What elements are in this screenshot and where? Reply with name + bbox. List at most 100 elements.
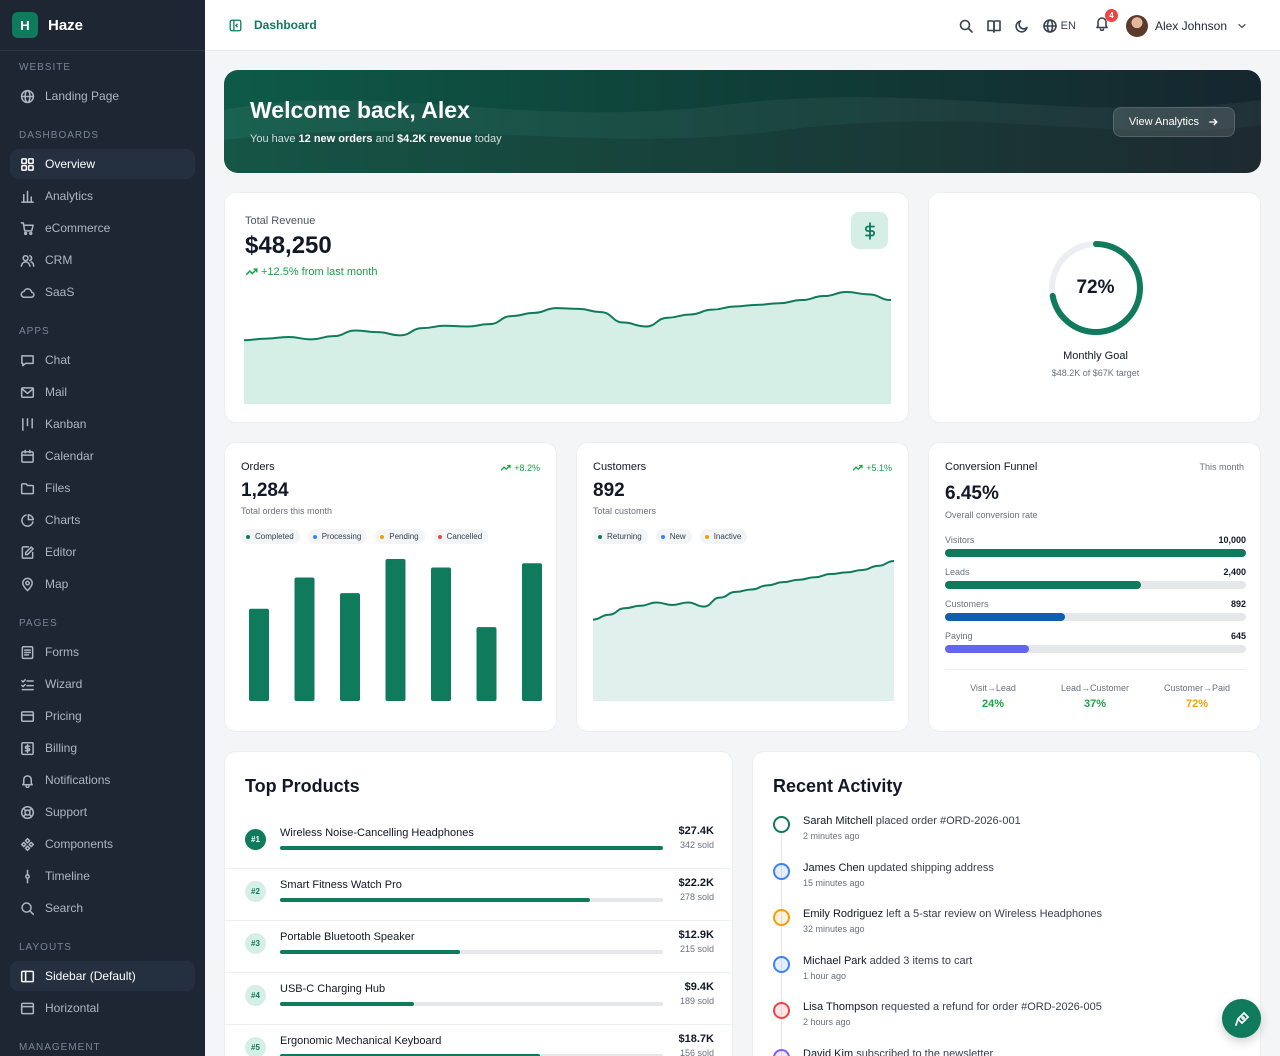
orders-bar[interactable] — [294, 577, 315, 701]
activity-action: left a 5-star review on Wireless Headpho… — [886, 908, 1102, 920]
sidebar-item-components[interactable]: Components — [10, 829, 195, 859]
funnel-stage-value: 10,000 — [1218, 535, 1246, 545]
sidebar-item-notifications[interactable]: Notifications — [10, 765, 195, 795]
legend-item[interactable]: New — [655, 529, 692, 544]
sidebar-item-pricing[interactable]: Pricing — [10, 701, 195, 731]
sidebar-item-label: Chat — [45, 353, 71, 367]
activity-text: David Kim subscribed to the newsletter — [803, 1048, 993, 1056]
funnel-track — [945, 549, 1246, 557]
orders-bar[interactable] — [476, 627, 497, 701]
sidebar-item-calendar[interactable]: Calendar — [10, 441, 195, 471]
search-icon[interactable] — [958, 18, 974, 34]
breadcrumb-current[interactable]: Dashboard — [254, 18, 317, 32]
product-row[interactable]: #5 Ergonomic Mechanical Keyboard $18.7K … — [225, 1025, 732, 1056]
sidebar-item-files[interactable]: Files — [10, 473, 195, 503]
book-icon[interactable] — [986, 18, 1002, 34]
moon-icon[interactable] — [1014, 18, 1030, 34]
funnel-stage-value: 2,400 — [1223, 567, 1246, 577]
legend-item[interactable]: Cancelled — [432, 529, 489, 544]
sidebar-item-sidebar-default[interactable]: Sidebar (Default) — [10, 961, 195, 991]
product-row[interactable]: #4 USB-C Charging Hub $9.4K 189 sold — [225, 973, 732, 1025]
avatar[interactable] — [1125, 14, 1148, 37]
sidebar-item-overview[interactable]: Overview — [10, 149, 195, 179]
sidebar-item-search[interactable]: Search — [10, 893, 195, 923]
sidebar-item-label: Mail — [45, 385, 68, 399]
notifications-button[interactable]: 4 — [1094, 9, 1118, 36]
sidebar-item-billing[interactable]: Billing — [10, 733, 195, 763]
brand[interactable]: H Haze — [0, 0, 205, 51]
sidebar-toggle-icon[interactable] — [229, 19, 242, 32]
activity-time: 32 minutes ago — [803, 924, 865, 934]
sidebar-item-analytics[interactable]: Analytics — [10, 181, 195, 211]
product-row[interactable]: #1 Wireless Noise-Cancelling Headphones … — [225, 817, 732, 869]
orders-bar[interactable] — [385, 559, 406, 701]
orders-bar[interactable] — [431, 567, 451, 701]
legend-item[interactable]: Returning — [593, 529, 648, 544]
view-analytics-label: View Analytics — [1128, 116, 1199, 128]
activity-text: Sarah Mitchell placed order #ORD-2026-00… — [803, 815, 1021, 827]
sidebar-item-ecommerce[interactable]: eCommerce — [10, 213, 195, 243]
sidebar-item-chat[interactable]: Chat — [10, 345, 195, 375]
dollar-icon — [864, 221, 875, 240]
sidebar-item-crm[interactable]: CRM — [10, 245, 195, 275]
funnel-row: Customers 892 — [945, 599, 1246, 621]
top-products-card: Top Products #1 Wireless Noise-Cancellin… — [224, 751, 733, 1056]
sidebar-item-wizard[interactable]: Wizard — [10, 669, 195, 699]
sidebar-item-editor[interactable]: Editor — [10, 537, 195, 567]
orders-legend: Completed Processing Pending Cancelled — [241, 529, 496, 544]
revenue-line — [244, 290, 891, 342]
product-progress-bar — [280, 1054, 541, 1056]
user-name[interactable]: Alex Johnson — [1154, 18, 1227, 33]
brand-name: Haze — [48, 16, 84, 34]
trending-up-icon — [852, 464, 863, 471]
product-row[interactable]: #2 Smart Fitness Watch Pro $22.2K 278 so… — [225, 869, 732, 921]
customers-value: 892 — [593, 480, 625, 501]
mail-icon — [20, 386, 35, 398]
edit-icon — [21, 545, 34, 559]
legend-item[interactable]: Inactive — [699, 529, 748, 544]
legend-dot — [380, 534, 385, 539]
sidebar-item-timeline[interactable]: Timeline — [10, 861, 195, 891]
activity-user: David Kim — [803, 1047, 854, 1056]
sidebar-item-landing-page[interactable]: Landing Page — [10, 81, 195, 111]
monthly-goal-card: 72% Monthly Goal $48.2K of $67K target — [928, 192, 1261, 423]
activity-text: Lisa Thompson requested a refund for ord… — [803, 1001, 1102, 1013]
ratio-label: Lead→Customer — [1060, 683, 1130, 693]
sidebar-item-mail[interactable]: Mail — [10, 377, 195, 407]
product-track — [280, 1054, 663, 1056]
legend-item[interactable]: Completed — [241, 529, 300, 544]
nav-section-title: DASHBOARDS — [19, 130, 100, 141]
orders-bar[interactable] — [249, 608, 269, 701]
customers-trend-label: +5.1% — [866, 462, 892, 473]
welcome-banner: Welcome back, Alex You have 12 new order… — [224, 70, 1261, 173]
customers-line — [593, 560, 894, 621]
orders-subtitle: Total orders this month — [241, 506, 333, 516]
activity-dot — [773, 1048, 790, 1056]
language-selector[interactable]: EN — [1042, 18, 1076, 34]
sidebar-item-support[interactable]: Support — [10, 797, 195, 827]
chat-icon — [21, 354, 34, 366]
sidebar-item-saas[interactable]: SaaS — [10, 277, 195, 307]
product-row[interactable]: #3 Portable Bluetooth Speaker $12.9K 215… — [225, 921, 732, 973]
customizer-fab-button[interactable] — [1222, 999, 1261, 1038]
orders-bar[interactable] — [522, 563, 542, 701]
sidebar-item-map[interactable]: Map — [10, 569, 195, 599]
goal-ring-progress — [1049, 241, 1143, 335]
orders-bar[interactable] — [340, 593, 360, 701]
activity-action: subscribed to the newsletter — [856, 1047, 994, 1056]
customers-area — [593, 561, 894, 701]
sidebar-item-forms[interactable]: Forms — [10, 637, 195, 667]
sidebar-item-charts[interactable]: Charts — [10, 505, 195, 535]
chevron-down-icon[interactable] — [1236, 20, 1248, 32]
users-icon — [20, 254, 35, 267]
orders-card: Orders +8.2% 1,284 Total orders this mon… — [224, 442, 557, 732]
view-analytics-button[interactable]: View Analytics — [1112, 107, 1235, 137]
legend-item[interactable]: Pending — [375, 529, 425, 544]
sidebar-item-kanban[interactable]: Kanban — [10, 409, 195, 439]
legend-item[interactable]: Processing — [307, 529, 368, 544]
activity-time: 15 minutes ago — [803, 877, 865, 888]
sidebar-item-horizontal[interactable]: Horizontal — [10, 993, 195, 1023]
orders-trend: +8.2% — [500, 462, 540, 473]
trending-up-icon — [500, 464, 511, 471]
customers-card: Customers +5.1% 892 Total customers Retu… — [576, 442, 909, 732]
